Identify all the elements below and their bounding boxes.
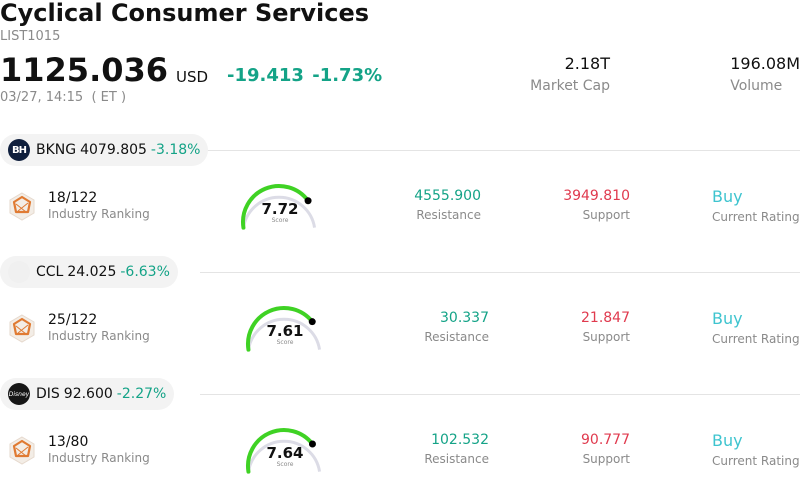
stock-pill[interactable]: BH BKNG 4079.805 -3.18%	[0, 134, 209, 166]
support-label: Support	[582, 452, 630, 466]
timestamp: 03/27, 14:15 ( ET )	[0, 90, 127, 105]
stock-change: -2.27%	[116, 386, 167, 402]
page-title: Cyclical Consumer Services	[0, 0, 370, 27]
resistance-value: 30.337	[440, 310, 489, 326]
resistance-block: 4555.900 Resistance	[414, 188, 481, 222]
resistance-value: 102.532	[431, 432, 489, 448]
gauge-track	[246, 317, 322, 350]
resistance-label: Resistance	[424, 330, 489, 344]
gauge-fill	[246, 306, 315, 352]
company-logo-icon: BH	[8, 139, 30, 161]
current-rating-label: Current Rating	[712, 332, 800, 346]
stock-ticker: CCL	[36, 264, 64, 280]
stock-price: 4079.805	[80, 142, 147, 158]
gauge-marker	[308, 440, 316, 448]
company-logo-icon: Disney	[8, 383, 30, 405]
stock-price: 24.025	[67, 264, 117, 280]
gauge-fill	[246, 428, 315, 474]
resistance-block: 102.532 Resistance	[424, 432, 489, 466]
ranking-shield-icon	[9, 314, 35, 343]
support-block: 3949.810 Support	[563, 188, 630, 222]
current-rating[interactable]: Buy	[712, 309, 743, 328]
index-change: -19.413 -1.73%	[227, 65, 382, 86]
market-cap-value: 2.18T	[564, 54, 610, 73]
row-divider	[200, 394, 800, 395]
rating-block[interactable]: Buy Current Rating	[712, 187, 800, 224]
stock-ticker: DIS	[36, 386, 60, 402]
current-rating-label: Current Rating	[712, 210, 800, 224]
stock-row[interactable]: BH BKNG 4079.805 -3.18% 18/122 Industry …	[0, 134, 800, 256]
industry-rank-label: Industry Ranking	[48, 451, 150, 465]
score-gauge-arc	[246, 428, 322, 474]
change-percent: -1.73%	[312, 65, 383, 86]
index-code: LIST1015	[0, 29, 61, 44]
index-price: 1125.036	[0, 51, 169, 89]
row-divider	[200, 272, 800, 273]
row-divider	[200, 150, 800, 151]
industry-rank: 25/122	[48, 312, 98, 328]
volume-label: Volume	[730, 78, 783, 94]
support-value: 90.777	[581, 432, 630, 448]
current-rating[interactable]: Buy	[712, 431, 743, 450]
score-value: 7.72	[261, 200, 299, 218]
support-block: 21.847 Support	[581, 310, 630, 344]
gauge-marker	[308, 318, 316, 326]
stock-change: -3.18%	[150, 142, 201, 158]
ranking-shield-icon	[9, 436, 35, 465]
industry-rank-label: Industry Ranking	[48, 207, 150, 221]
stock-row[interactable]: Disney DIS 92.600 -2.27% 13/80 Industry …	[0, 378, 800, 488]
industry-rank-label: Industry Ranking	[48, 329, 150, 343]
market-cap-stat: 2.18T Market Cap	[530, 54, 610, 94]
volume-stat: 196.08M Volume	[730, 54, 800, 94]
industry-rank: 18/122	[48, 190, 98, 206]
rating-block[interactable]: Buy Current Rating	[712, 309, 800, 346]
company-logo-icon	[8, 261, 30, 283]
score-value: 7.61	[266, 322, 304, 340]
support-block: 90.777 Support	[581, 432, 630, 466]
score-gauge-arc	[241, 184, 317, 230]
gauge-track	[241, 195, 317, 228]
support-label: Support	[582, 330, 630, 344]
currency-label: USD	[176, 68, 209, 86]
resistance-label: Resistance	[424, 452, 489, 466]
score-label: Score	[276, 339, 294, 346]
gauge-marker	[304, 197, 312, 205]
market-cap-label: Market Cap	[530, 78, 610, 94]
score-gauge-arc	[246, 306, 322, 352]
score-gauge: 7.64 Score	[243, 424, 333, 474]
stock-price: 92.600	[63, 386, 113, 402]
support-value: 3949.810	[563, 188, 630, 204]
gauge-fill	[241, 184, 311, 230]
resistance-block: 30.337 Resistance	[424, 310, 489, 344]
stock-row[interactable]: CCL 24.025 -6.63% 25/122 Industry Rankin…	[0, 256, 800, 378]
score-label: Score	[276, 461, 294, 468]
industry-rank: 13/80	[48, 434, 89, 450]
score-gauge: 7.61 Score	[243, 302, 333, 352]
gauge-track	[246, 439, 322, 472]
current-rating-label: Current Rating	[712, 454, 800, 468]
stock-pill[interactable]: CCL 24.025 -6.63%	[0, 256, 178, 288]
change-value: -19.413	[227, 65, 304, 86]
resistance-label: Resistance	[416, 208, 481, 222]
stock-change: -6.63%	[120, 264, 170, 280]
ranking-shield-icon	[9, 192, 35, 221]
score-gauge: 7.72 Score	[238, 180, 328, 230]
score-label: Score	[271, 217, 289, 224]
volume-value: 196.08M	[730, 54, 800, 73]
rating-block[interactable]: Buy Current Rating	[712, 431, 800, 468]
resistance-value: 4555.900	[414, 188, 481, 204]
current-rating[interactable]: Buy	[712, 187, 743, 206]
support-value: 21.847	[581, 310, 630, 326]
stock-ticker: BKNG	[36, 142, 77, 158]
stock-pill[interactable]: Disney DIS 92.600 -2.27%	[0, 378, 175, 410]
score-value: 7.64	[266, 444, 304, 462]
support-label: Support	[582, 208, 630, 222]
